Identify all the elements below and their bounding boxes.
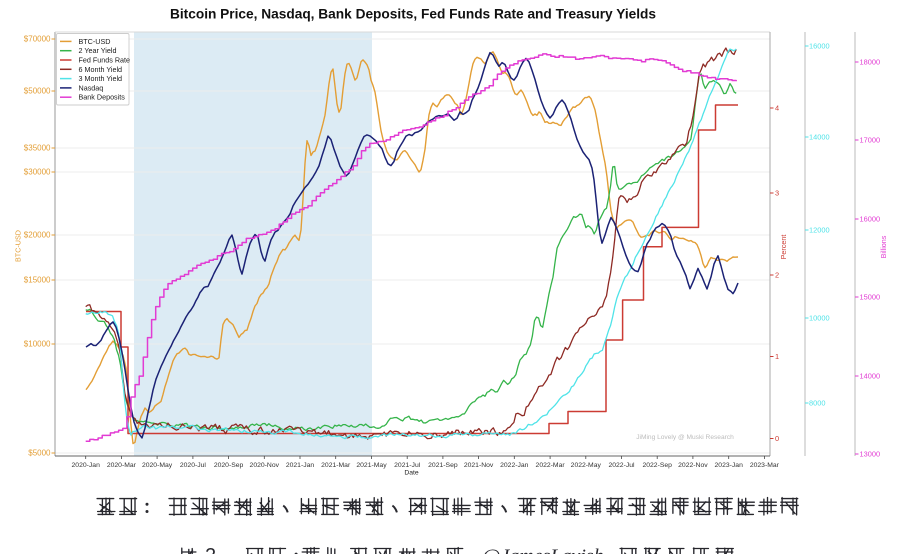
svg-text:2 Year Yield: 2 Year Yield xyxy=(79,46,117,55)
svg-text:1: 1 xyxy=(775,352,779,361)
svg-text:16000: 16000 xyxy=(860,215,881,224)
svg-text:Bank Deposits: Bank Deposits xyxy=(79,93,126,102)
svg-text:2020-Nov: 2020-Nov xyxy=(250,462,280,469)
svg-text:8000: 8000 xyxy=(809,399,825,408)
svg-text:2022-May: 2022-May xyxy=(571,462,602,469)
svg-text:16000: 16000 xyxy=(809,42,830,51)
svg-text:2020-May: 2020-May xyxy=(142,462,173,469)
svg-text:$20000: $20000 xyxy=(24,231,51,240)
svg-text:BTC-USD: BTC-USD xyxy=(14,230,23,262)
svg-text:2021-Jul: 2021-Jul xyxy=(394,462,421,469)
svg-text:14000: 14000 xyxy=(809,133,830,142)
svg-text:2021-May: 2021-May xyxy=(356,462,387,469)
svg-text:Date: Date xyxy=(404,470,419,477)
svg-text:2022-Jan: 2022-Jan xyxy=(500,462,529,469)
svg-text:BTC-USD: BTC-USD xyxy=(79,37,111,46)
svg-text:18000: 18000 xyxy=(860,58,881,67)
svg-text:$70000: $70000 xyxy=(24,35,51,44)
svg-text:$30000: $30000 xyxy=(24,168,51,177)
svg-text:JiMing Lovely @ Muski Research: JiMing Lovely @ Muski Research xyxy=(636,434,734,441)
svg-text:3 Month Yield: 3 Month Yield xyxy=(79,74,123,83)
svg-text:2023-Mar: 2023-Mar xyxy=(750,462,780,469)
svg-text:$15000: $15000 xyxy=(24,276,51,285)
svg-text:6 Month Yield: 6 Month Yield xyxy=(79,65,123,74)
svg-text:4: 4 xyxy=(775,104,779,113)
svg-text:@JamesLavish: @JamesLavish xyxy=(482,546,604,554)
svg-text:Billions: Billions xyxy=(879,235,888,258)
svg-text:2022-Mar: 2022-Mar xyxy=(536,462,566,469)
svg-text:Fed Funds Rate: Fed Funds Rate xyxy=(79,56,131,65)
svg-text:2021-Jan: 2021-Jan xyxy=(286,462,315,469)
svg-text:0: 0 xyxy=(775,434,779,443)
svg-text:2021-Mar: 2021-Mar xyxy=(321,462,351,469)
svg-text:2020-Jul: 2020-Jul xyxy=(180,462,207,469)
svg-text:17000: 17000 xyxy=(860,136,881,145)
svg-text:3: 3 xyxy=(775,189,779,198)
svg-text:12000: 12000 xyxy=(809,226,830,235)
svg-text:2: 2 xyxy=(205,545,216,554)
svg-text:Percent: Percent xyxy=(779,235,788,260)
svg-text:2023-Jan: 2023-Jan xyxy=(715,462,744,469)
svg-text:13000: 13000 xyxy=(860,450,881,459)
svg-text:2: 2 xyxy=(775,271,779,280)
svg-text:14000: 14000 xyxy=(860,372,881,381)
svg-text:$10000: $10000 xyxy=(24,340,51,349)
svg-text:2022-Sep: 2022-Sep xyxy=(642,462,672,469)
svg-text:Bitcoin Price, Nasdaq, Bank De: Bitcoin Price, Nasdaq, Bank Deposits, Fe… xyxy=(170,7,656,22)
svg-text:2021-Nov: 2021-Nov xyxy=(464,462,494,469)
svg-text:2020-Mar: 2020-Mar xyxy=(107,462,137,469)
svg-text:2022-Nov: 2022-Nov xyxy=(678,462,708,469)
svg-text:$5000: $5000 xyxy=(28,449,51,458)
svg-text:Nasdaq: Nasdaq xyxy=(79,83,104,92)
svg-text:2022-Jul: 2022-Jul xyxy=(608,462,635,469)
svg-text:2021-Sep: 2021-Sep xyxy=(428,462,458,469)
svg-text:$35000: $35000 xyxy=(24,144,51,153)
svg-text:$50000: $50000 xyxy=(24,87,51,96)
svg-text:10000: 10000 xyxy=(809,314,830,323)
svg-text:2020-Sep: 2020-Sep xyxy=(214,462,244,469)
svg-text:15000: 15000 xyxy=(860,293,881,302)
svg-text:2020-Jan: 2020-Jan xyxy=(72,462,101,469)
